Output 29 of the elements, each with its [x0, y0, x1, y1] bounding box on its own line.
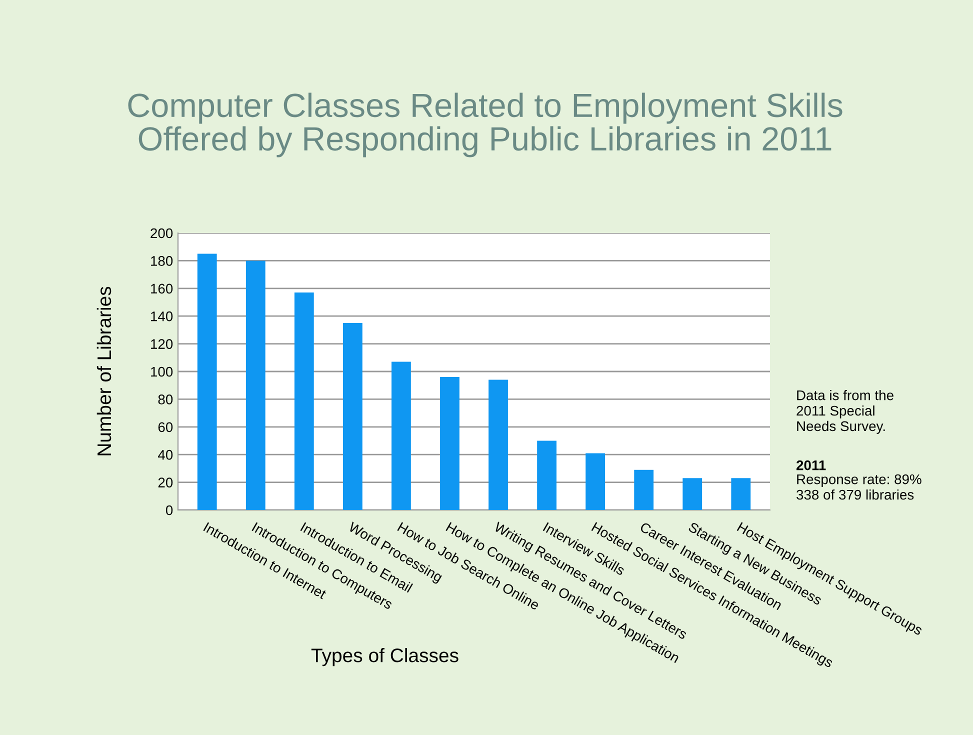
bar — [342, 323, 362, 510]
y-tick-label: 140 — [151, 311, 173, 322]
y-tick-label: 100 — [151, 366, 173, 377]
y-tick-label: 20 — [158, 478, 173, 488]
x-axis-title: Types of Classes — [311, 648, 458, 666]
bar — [488, 380, 508, 510]
bar — [682, 478, 702, 510]
text: Response rate: 89% 338 of 379 libraries — [796, 474, 922, 500]
y-tick-label: 160 — [151, 284, 173, 294]
bar — [392, 362, 411, 510]
bar — [197, 254, 217, 510]
bar — [586, 453, 606, 510]
y-axis-title: Number of Libraries — [96, 286, 112, 456]
bar — [537, 440, 556, 510]
y-tick-label: 120 — [151, 339, 173, 349]
y-tick-label: 60 — [158, 422, 173, 432]
bar — [294, 292, 314, 510]
bar — [246, 260, 266, 510]
y-tick-label: 40 — [158, 450, 173, 460]
y-tick-label: 180 — [151, 256, 173, 266]
bar — [634, 470, 654, 510]
y-tick-label: 80 — [158, 394, 173, 404]
text: 2011 — [796, 460, 826, 470]
text: Data is from the 2011 Special Needs Survey. — [796, 390, 894, 434]
y-tick-label: 200 — [150, 228, 173, 238]
bar — [440, 377, 460, 510]
y-tick-label: 0 — [166, 505, 173, 516]
chart-title: Computer Classes Related to Employment Skills Offered by Responding Public Libraries in 2011 — [128, 92, 842, 158]
bar — [731, 478, 751, 510]
